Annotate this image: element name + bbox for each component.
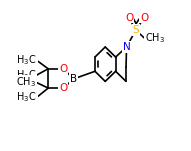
Text: O: O [59,83,67,93]
Text: H$_3$C: H$_3$C [16,53,37,67]
Text: O: O [59,64,67,74]
Text: O: O [140,13,148,23]
Text: CH$_3$: CH$_3$ [16,75,36,89]
Text: O: O [125,13,133,23]
Text: N: N [123,42,130,52]
Text: B: B [70,74,77,84]
Text: CH$_3$: CH$_3$ [145,32,165,45]
Text: S: S [132,25,139,35]
Text: H$_3$C: H$_3$C [16,69,36,82]
Text: H$_3$C: H$_3$C [16,90,37,104]
